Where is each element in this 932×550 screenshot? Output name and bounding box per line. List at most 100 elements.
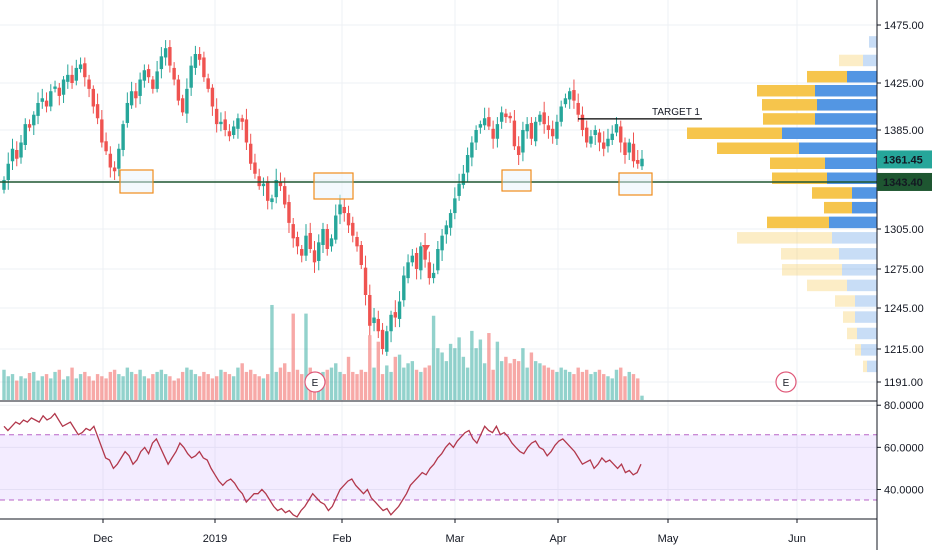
- volume-bar: [108, 371, 113, 400]
- candle: [380, 329, 385, 349]
- volume-bar: [57, 369, 61, 400]
- candle: [83, 63, 87, 78]
- volume-bar: [172, 380, 176, 400]
- volume-bar: [542, 365, 546, 400]
- rsi-tick-label: 40.0000: [884, 485, 924, 497]
- volume-bar: [15, 380, 19, 400]
- volume-profile-row-down: [852, 187, 877, 199]
- candle: [266, 181, 270, 201]
- volume-profile-row-down: [799, 142, 877, 154]
- price-badge-label: 1361.45: [883, 154, 923, 166]
- candle: [112, 167, 117, 172]
- candle: [261, 183, 266, 187]
- y-tick-label: 1215.00: [884, 344, 924, 356]
- candle: [410, 255, 415, 263]
- volume-bar: [27, 373, 32, 400]
- volume-bar: [414, 369, 419, 400]
- earnings-marker-label: E: [783, 378, 790, 389]
- candle: [219, 121, 223, 125]
- candle: [406, 262, 410, 279]
- volume-bar: [393, 356, 398, 400]
- volume-bar: [559, 367, 563, 400]
- highlight-box: [119, 169, 154, 194]
- volume-bar: [138, 369, 142, 400]
- volume-profile-row-down: [855, 295, 877, 307]
- volume-bar: [202, 371, 206, 400]
- volume-bar: [2, 369, 6, 400]
- volume-bar: [155, 371, 159, 400]
- highlight-box: [501, 169, 532, 192]
- volume-bar: [287, 371, 291, 400]
- volume-bar: [368, 335, 372, 400]
- candle: [189, 65, 193, 88]
- candle: [253, 162, 257, 174]
- candle: [521, 130, 525, 153]
- volume-bar: [189, 369, 193, 400]
- volume-bar: [325, 369, 329, 400]
- x-tick-label: Apr: [549, 533, 566, 545]
- volume-bar: [602, 374, 606, 400]
- volume-bar: [585, 369, 589, 400]
- candle: [419, 246, 423, 271]
- candle: [27, 124, 32, 128]
- candle: [427, 262, 432, 279]
- volume-profile-row-down: [847, 70, 877, 83]
- candle: [559, 106, 563, 122]
- candle: [436, 249, 440, 271]
- candle: [231, 126, 236, 135]
- volume-profile-row-up: [757, 84, 815, 97]
- y-tick-label: 1425.00: [884, 78, 924, 90]
- volume-bar: [406, 363, 410, 400]
- candle: [117, 148, 121, 169]
- candle: [214, 108, 219, 125]
- volume-bar: [487, 333, 491, 400]
- volume-bar: [206, 374, 210, 400]
- y-tick-label: 1245.00: [884, 303, 924, 315]
- volume-profile-row-down: [839, 248, 877, 260]
- candle: [151, 79, 155, 89]
- candle: [482, 118, 487, 126]
- volume-profile-row-down: [815, 113, 877, 125]
- volume-bar: [19, 376, 23, 400]
- volume-bar: [66, 376, 70, 400]
- candle: [32, 114, 36, 126]
- volume-bar: [504, 356, 508, 400]
- volume-bar: [223, 371, 227, 400]
- volume-bar: [248, 369, 253, 400]
- volume-bar: [627, 371, 631, 400]
- volume-profile-row-down: [855, 311, 877, 323]
- volume-bar: [385, 365, 389, 400]
- price-badge: [877, 172, 932, 191]
- candle: [91, 88, 96, 107]
- volume-bar: [338, 371, 342, 400]
- volume-profile-row-up: [807, 279, 847, 292]
- x-tick-label: 2019: [203, 533, 227, 545]
- volume-bar: [283, 363, 287, 400]
- volume-bar: [423, 367, 427, 400]
- candle: [555, 121, 559, 139]
- volume-profile-row-up: [717, 142, 799, 154]
- candle: [614, 124, 619, 133]
- candle: [223, 119, 227, 130]
- volume-bar: [244, 371, 249, 400]
- candle: [163, 48, 168, 58]
- volume-bar: [427, 365, 432, 400]
- candle: [49, 91, 53, 107]
- candle: [563, 98, 568, 105]
- volume-bar: [610, 378, 614, 400]
- volume-bar: [151, 374, 155, 400]
- candle: [236, 118, 240, 129]
- candle: [363, 267, 368, 295]
- volume-bar: [631, 374, 636, 400]
- candle: [100, 119, 104, 143]
- volume-profile-row-up: [772, 172, 827, 184]
- candle: [15, 150, 19, 159]
- candle: [287, 202, 291, 223]
- volume-bar: [168, 376, 172, 400]
- candle: [244, 119, 249, 143]
- candle: [512, 120, 517, 147]
- earnings-marker: [775, 371, 797, 393]
- volume-bar: [146, 378, 151, 400]
- volume-profile-row-up: [687, 127, 782, 139]
